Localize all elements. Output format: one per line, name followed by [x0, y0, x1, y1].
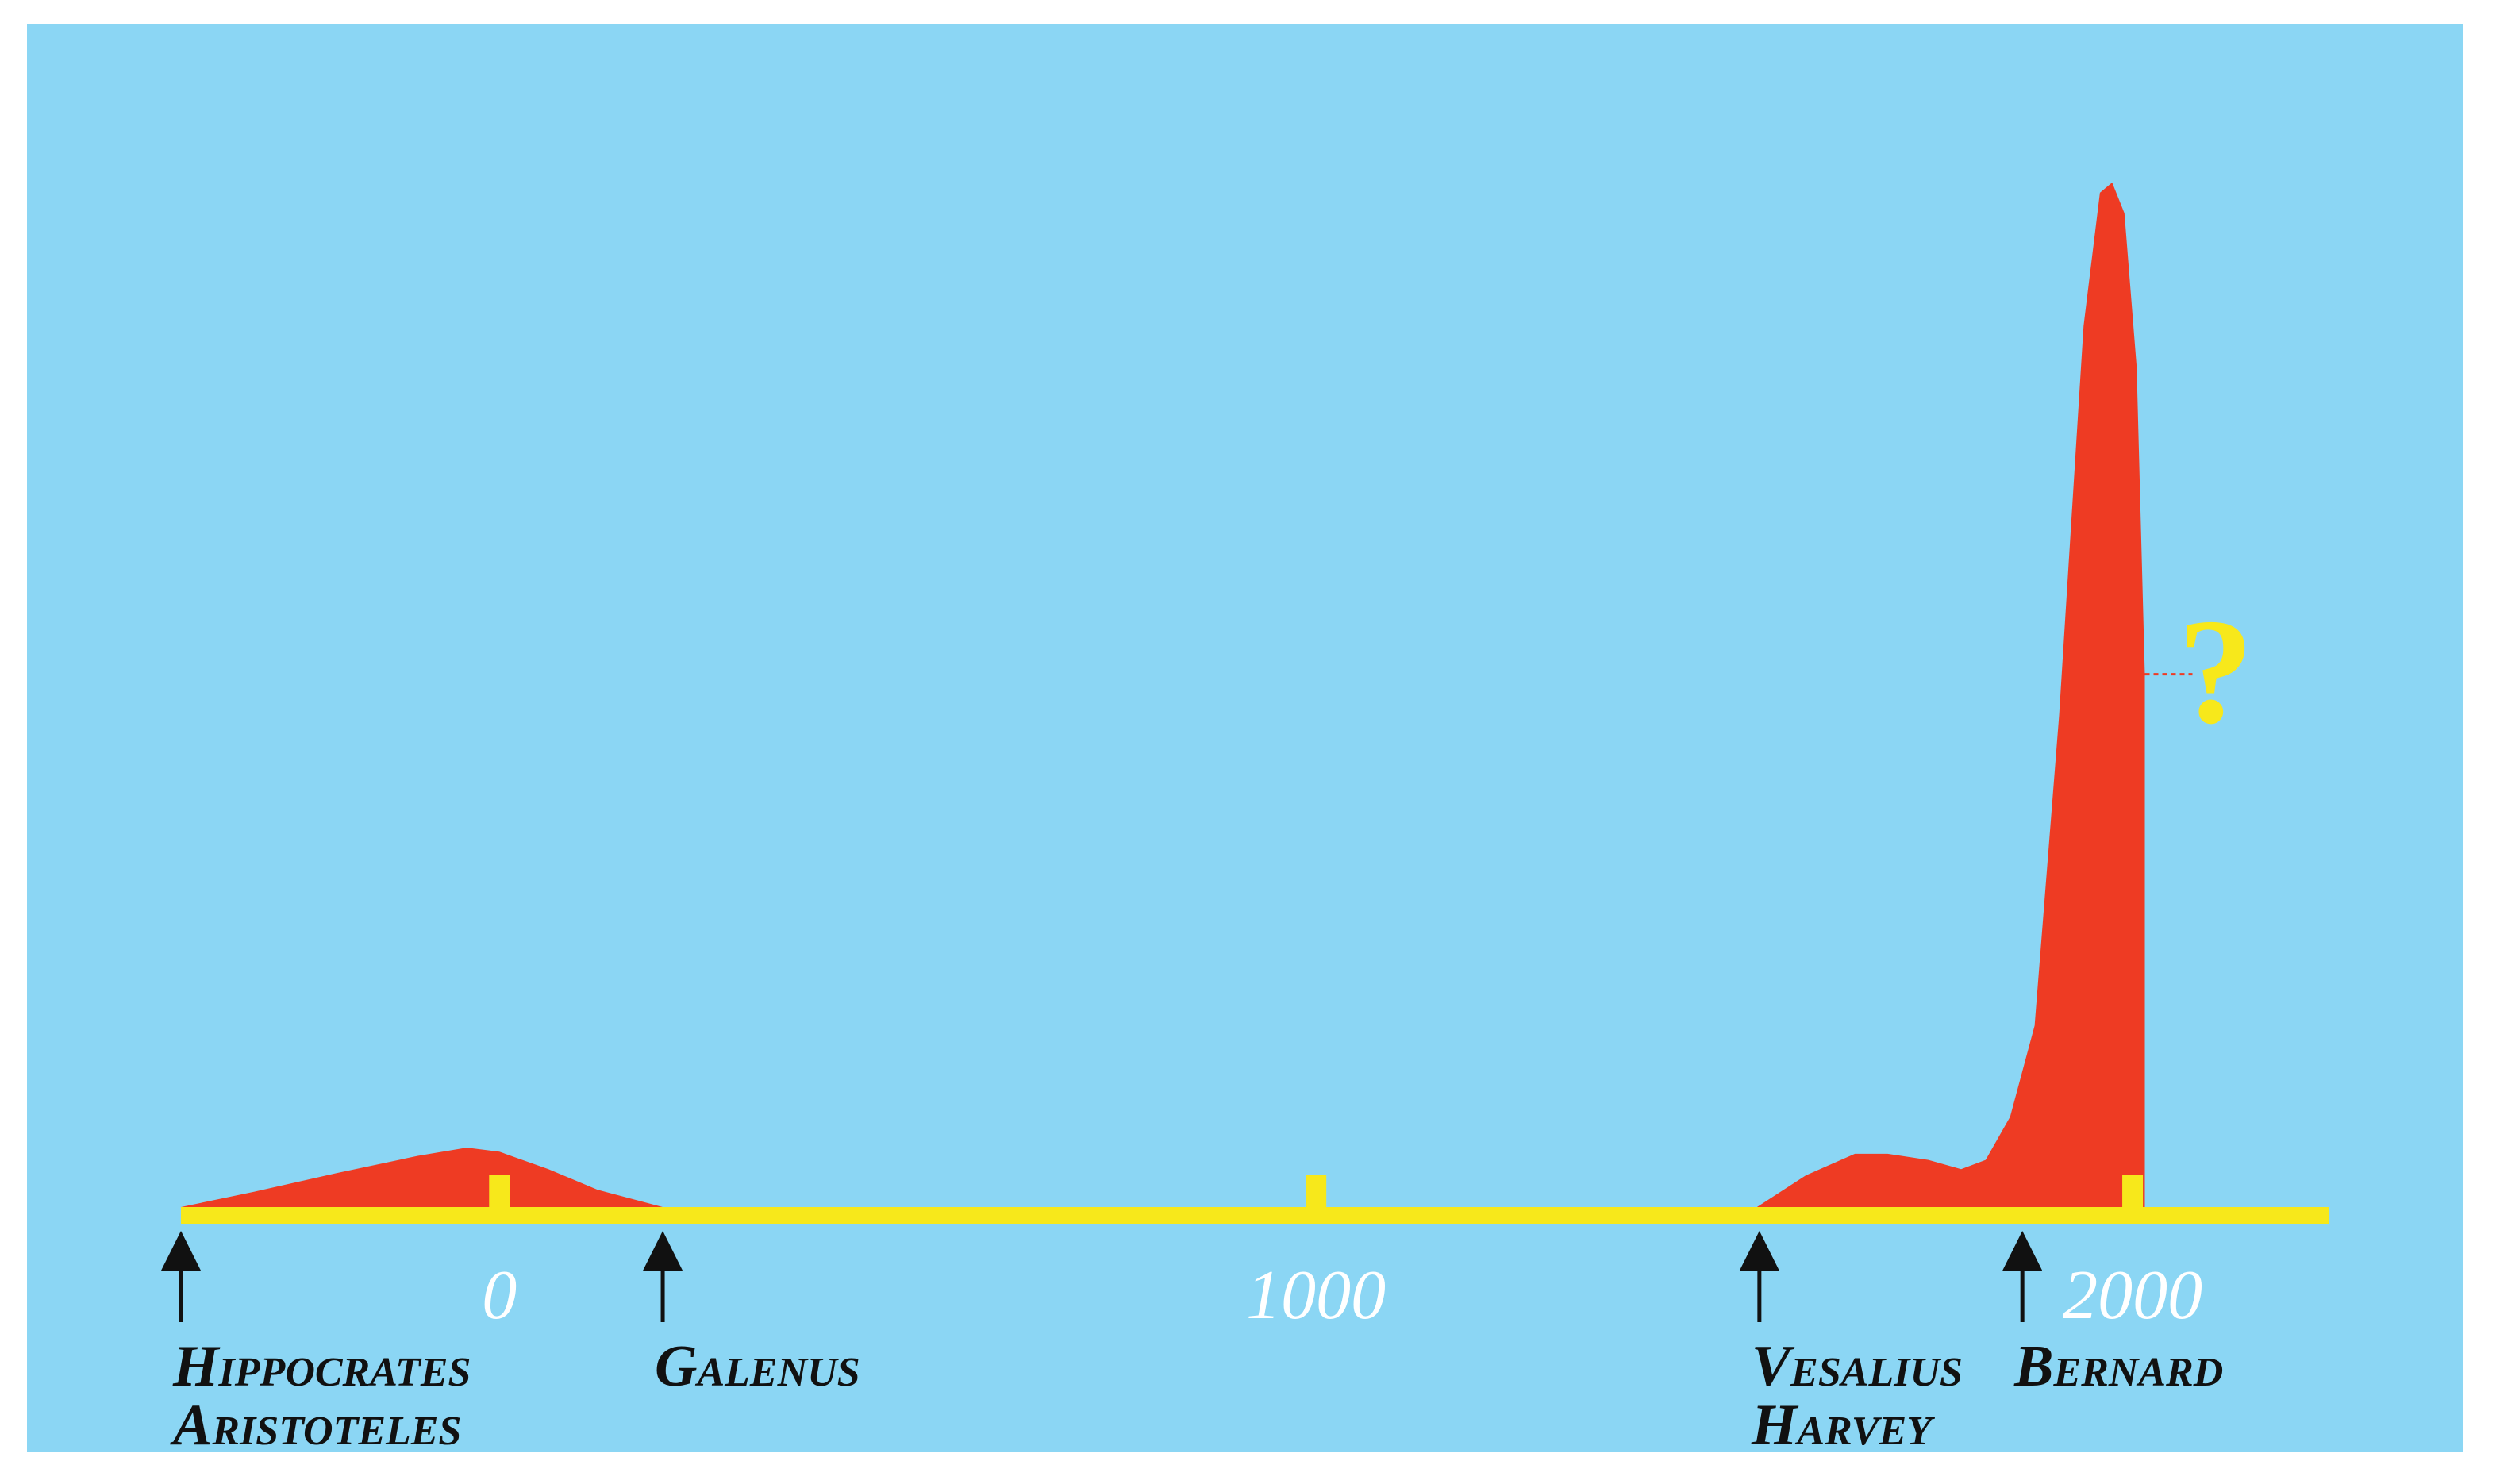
tick-label: 0 — [482, 1257, 517, 1334]
event-label: Harvey — [1751, 1393, 1935, 1452]
chart-panel: 0 1000 2000 Hippocrates Aristoteles Galenus Ve… — [27, 24, 2463, 1452]
timeline-axis — [181, 1207, 2329, 1224]
area-series-2 — [1756, 183, 2145, 1207]
tick-label: 2000 — [2063, 1257, 2202, 1334]
event-label: Aristoteles — [170, 1393, 461, 1452]
event-label: Hippocrates — [172, 1334, 471, 1399]
axis-tick — [2122, 1175, 2144, 1210]
question-mark: ? — [2178, 589, 2253, 755]
event-label: Vesalius — [1752, 1334, 1963, 1399]
event-label: Bernard — [2013, 1334, 2223, 1399]
tick-label: 1000 — [1246, 1257, 1386, 1334]
axis-tick — [489, 1175, 510, 1210]
event-label: Galenus — [655, 1334, 860, 1399]
area-series-1 — [181, 1148, 663, 1207]
axis-tick — [1306, 1175, 1327, 1210]
